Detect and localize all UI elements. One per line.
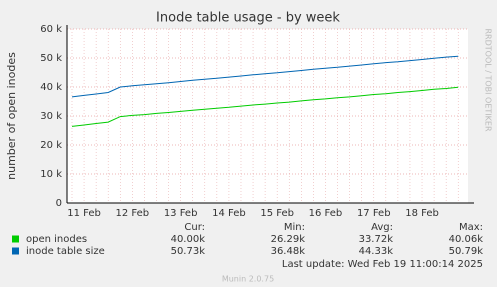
- y-axis-label: number of open inodes: [5, 52, 18, 180]
- side-text: RRDTOOL / TOBI OETIKER: [484, 28, 493, 131]
- y-tick-label: 30 k: [40, 111, 62, 122]
- stats-value: 36.48k: [271, 246, 306, 257]
- series-line: [71, 86, 459, 127]
- y-tick-label: 40 k: [40, 82, 62, 93]
- x-tick-label: 13 Feb: [164, 208, 198, 219]
- stats-value: 40.00k: [171, 234, 206, 245]
- stats-header: Min:: [284, 222, 305, 233]
- stats-value: 44.33k: [359, 246, 394, 257]
- y-tick-label: 0: [56, 198, 62, 209]
- last-update: Last update: Wed Feb 19 11:00:14 2025: [282, 259, 483, 270]
- series-line: [71, 55, 459, 98]
- stats-value: 26.29k: [271, 234, 306, 245]
- legend-label: open inodes: [26, 234, 87, 245]
- stats-value: 50.79k: [449, 246, 484, 257]
- x-tick-label: 16 Feb: [309, 208, 343, 219]
- chart-title: Inode table usage - by week: [156, 11, 340, 26]
- x-tick-label: 18 Feb: [405, 208, 439, 219]
- stats-value: 40.06k: [449, 234, 484, 245]
- stats-value: 33.72k: [359, 234, 394, 245]
- stats-header: Max:: [459, 222, 483, 233]
- stats-header: Cur:: [184, 222, 205, 233]
- x-tick-label: 12 Feb: [116, 208, 150, 219]
- x-tick-label: 11 Feb: [67, 208, 101, 219]
- y-tick-label: 60 k: [40, 24, 62, 35]
- x-tick-label: 14 Feb: [212, 208, 246, 219]
- y-tick-label: 10 k: [40, 169, 62, 180]
- legend-swatch: [12, 235, 19, 243]
- legend-swatch: [12, 247, 19, 255]
- stats-header: Avg:: [371, 222, 393, 233]
- x-tick-label: 17 Feb: [357, 208, 391, 219]
- legend-label: inode table size: [26, 246, 105, 257]
- footer: Munin 2.0.75: [222, 275, 274, 284]
- y-tick-label: 50 k: [40, 53, 62, 64]
- x-tick-label: 15 Feb: [260, 208, 294, 219]
- y-tick-label: 20 k: [40, 140, 62, 151]
- stats-value: 50.73k: [171, 246, 206, 257]
